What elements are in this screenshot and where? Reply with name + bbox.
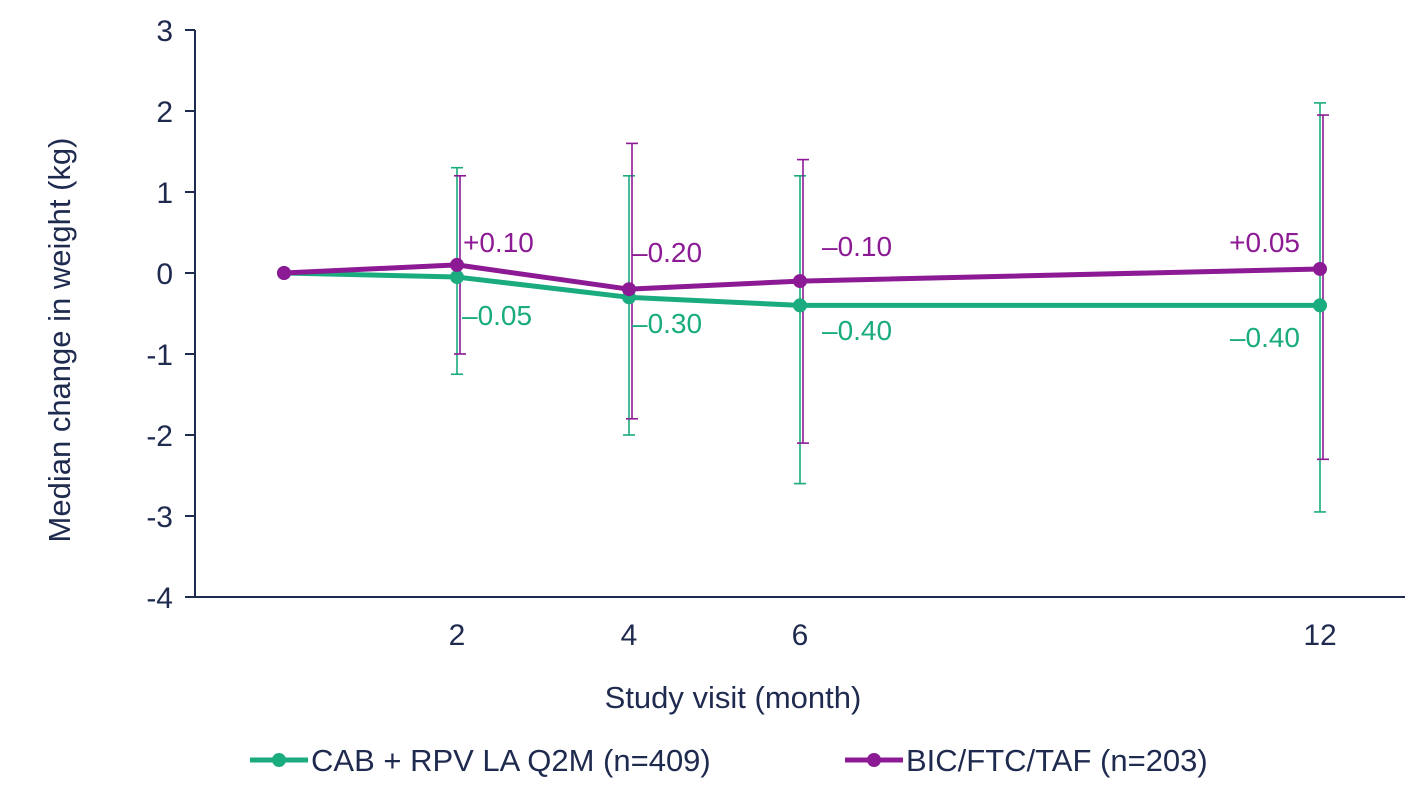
- data-point: [450, 270, 464, 285]
- legend-label: BIC/FTC/TAF (n=203): [906, 743, 1208, 778]
- data-label: +0.10: [463, 227, 534, 258]
- legend-swatch-marker: [867, 753, 881, 767]
- x-tick-label: 4: [621, 619, 638, 652]
- data-label: –0.30: [632, 308, 702, 339]
- y-tick-label: 2: [156, 96, 173, 129]
- data-label: –0.20: [632, 237, 702, 268]
- x-tick-label: 2: [449, 619, 466, 652]
- data-label: +0.05: [1229, 227, 1300, 258]
- y-tick-label: 0: [156, 258, 173, 291]
- data-point: [277, 266, 291, 280]
- data-point: [622, 282, 636, 297]
- data-label: –0.10: [822, 231, 892, 262]
- y-tick-label: 3: [156, 15, 173, 48]
- y-tick-label: 1: [156, 177, 173, 210]
- data-label: –0.05: [462, 300, 532, 331]
- legend-label: CAB + RPV LA Q2M (n=409): [311, 743, 711, 778]
- x-tick-label: 12: [1303, 619, 1336, 652]
- data-point: [793, 274, 807, 289]
- y-axis-title: Median change in weight (kg): [42, 138, 77, 543]
- data-point: [1313, 261, 1327, 276]
- y-tick-label: -2: [146, 420, 173, 453]
- data-label: –0.40: [1230, 322, 1300, 353]
- data-point: [793, 298, 807, 313]
- y-tick-label: -4: [146, 582, 173, 615]
- data-point: [1313, 298, 1327, 313]
- x-tick-label: 6: [792, 619, 809, 652]
- y-tick-label: -1: [146, 339, 173, 372]
- x-axis-title: Study visit (month): [605, 680, 862, 715]
- y-tick-label: -3: [146, 501, 173, 534]
- legend-swatch-marker: [272, 753, 286, 767]
- data-label: –0.40: [822, 315, 892, 346]
- data-point: [450, 257, 464, 272]
